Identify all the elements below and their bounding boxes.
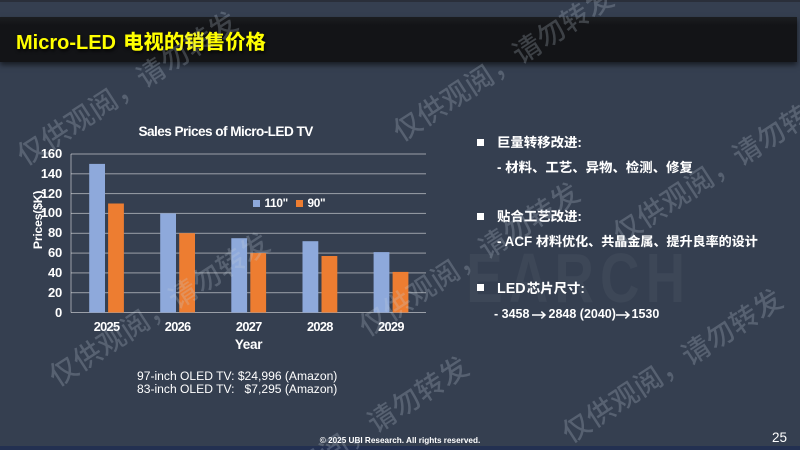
svg-text::: : <box>580 281 584 296</box>
svg-text:Micro-LED: Micro-LED <box>16 32 116 54</box>
svg-text:LED: LED <box>497 281 526 297</box>
svg-text::: : <box>577 209 581 224</box>
svg-text:-: - <box>497 160 501 175</box>
svg-text::: : <box>577 135 581 150</box>
